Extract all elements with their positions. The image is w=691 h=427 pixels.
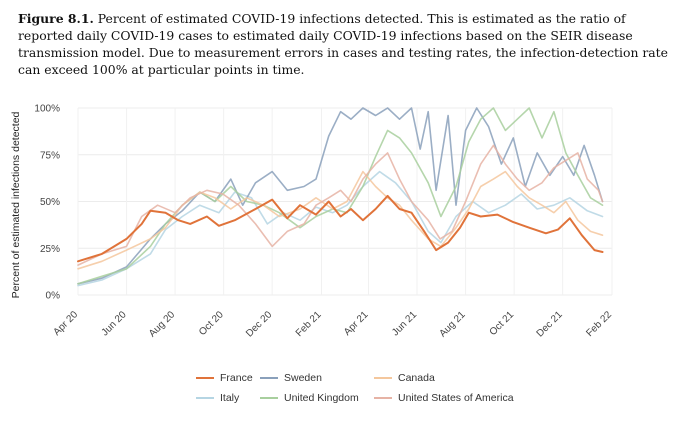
x-axis-ticks: Apr 20 Jun 20 Aug 20 Oct 20 Dec 20 Feb 21 Apr … — [52, 309, 615, 340]
figure-caption: Figure 8.1. Percent of estimated COVID-1… — [18, 10, 678, 78]
legend-swatch — [374, 377, 392, 379]
x-tick-label: Jun 21 — [390, 309, 419, 338]
figure-label: Figure 8.1. — [18, 11, 94, 26]
x-tick-label: Feb 21 — [294, 309, 324, 339]
x-tick-label: Feb 22 — [584, 309, 614, 339]
y-axis-ticks: 0% 25% 50% 75% 100% — [34, 104, 60, 302]
x-tick-label: Dec 20 — [244, 309, 274, 339]
series-line-italy — [77, 170, 604, 287]
x-tick-label: Oct 21 — [488, 309, 517, 338]
x-tick-label: Aug 20 — [147, 309, 177, 339]
legend-swatch — [260, 397, 278, 399]
y-tick-label: 0% — [46, 291, 61, 302]
x-tick-label: Apr 21 — [342, 309, 371, 338]
x-tick-label: Oct 20 — [197, 309, 226, 338]
x-tick-label: Aug 21 — [437, 309, 467, 339]
figure-caption-text: Percent of estimated COVID-19 infections… — [18, 11, 668, 77]
x-tick-label: Jun 20 — [100, 309, 129, 338]
y-tick-label: 25% — [40, 244, 60, 255]
legend-item-italy: Italy — [196, 392, 239, 404]
legend-swatch — [374, 397, 392, 399]
legend-item-canada: Canada — [374, 372, 435, 384]
legend-item-united-kingdom: United Kingdom — [260, 392, 359, 404]
legend-swatch — [196, 377, 214, 379]
legend-label: France — [220, 372, 253, 384]
legend-item-sweden: Sweden — [260, 372, 322, 384]
y-axis-label-container: Percent of estimated infections detected — [6, 110, 26, 300]
x-tick-label: Apr 20 — [52, 309, 81, 338]
series-line-united-states-of-america — [77, 144, 604, 266]
series-line-france — [77, 194, 604, 263]
y-tick-label: 75% — [40, 150, 60, 161]
y-tick-label: 50% — [40, 197, 60, 208]
legend-swatch — [260, 377, 278, 379]
y-tick-label: 100% — [34, 104, 60, 115]
legend-swatch — [196, 397, 214, 399]
legend-label: United States of America — [398, 392, 514, 404]
x-tick-label: Dec 21 — [535, 309, 565, 339]
legend-label: Canada — [398, 372, 435, 384]
chart-series — [77, 107, 604, 287]
y-axis-label: Percent of estimated infections detected — [10, 111, 22, 299]
legend-item-france: France — [196, 372, 253, 384]
chart-grid — [77, 107, 613, 296]
legend-label: United Kingdom — [284, 392, 359, 404]
legend-label: Italy — [220, 392, 240, 404]
legend-label: Sweden — [284, 372, 322, 384]
legend-item-united-states-of-america: United States of America — [374, 392, 514, 404]
